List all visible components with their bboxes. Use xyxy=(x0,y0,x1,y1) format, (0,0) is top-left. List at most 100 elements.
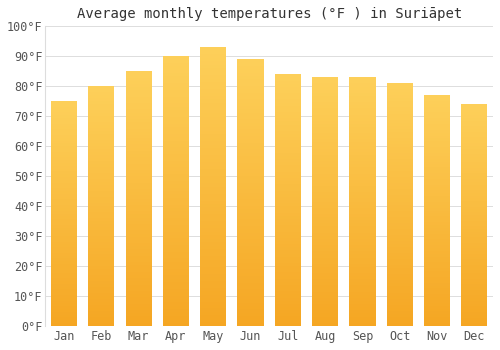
Bar xyxy=(275,144,301,147)
Bar xyxy=(88,152,115,155)
Bar xyxy=(88,227,115,230)
Bar xyxy=(350,108,376,111)
Bar xyxy=(126,116,152,119)
Bar xyxy=(312,226,338,230)
Bar xyxy=(312,301,338,304)
Bar xyxy=(424,159,450,161)
Bar xyxy=(88,293,115,296)
Bar xyxy=(312,133,338,136)
Bar xyxy=(238,119,264,122)
Bar xyxy=(51,281,77,284)
Bar xyxy=(386,168,413,171)
Bar xyxy=(238,126,264,129)
Bar xyxy=(350,189,376,192)
Bar xyxy=(350,301,376,304)
Bar xyxy=(200,208,226,211)
Bar xyxy=(238,256,264,259)
Bar xyxy=(126,205,152,208)
Bar xyxy=(200,103,226,106)
Bar xyxy=(200,138,226,141)
Bar xyxy=(163,191,189,195)
Bar xyxy=(51,267,77,270)
Bar xyxy=(200,322,226,326)
Bar xyxy=(200,120,226,124)
Bar xyxy=(238,246,264,249)
Bar xyxy=(51,186,77,188)
Bar xyxy=(312,279,338,282)
Bar xyxy=(350,77,376,80)
Bar xyxy=(386,162,413,165)
Bar xyxy=(350,146,376,149)
Bar xyxy=(386,238,413,241)
Bar xyxy=(88,290,115,293)
Bar xyxy=(275,222,301,225)
Bar xyxy=(424,260,450,262)
Bar xyxy=(163,86,189,90)
Bar xyxy=(88,89,115,92)
Bar xyxy=(424,188,450,190)
Bar xyxy=(126,100,152,103)
Bar xyxy=(462,281,487,284)
Bar xyxy=(424,245,450,248)
Bar xyxy=(200,263,226,267)
Bar xyxy=(424,300,450,303)
Bar xyxy=(350,286,376,289)
Bar xyxy=(312,189,338,192)
Bar xyxy=(88,218,115,221)
Bar xyxy=(275,118,301,121)
Bar xyxy=(350,155,376,158)
Bar xyxy=(275,288,301,291)
Bar xyxy=(386,323,413,326)
Bar xyxy=(51,118,77,121)
Bar xyxy=(462,104,487,107)
Bar xyxy=(126,215,152,218)
Bar xyxy=(275,241,301,244)
Bar xyxy=(88,86,115,89)
Bar xyxy=(275,77,301,80)
Bar xyxy=(88,194,115,197)
Bar xyxy=(163,150,189,154)
Bar xyxy=(200,225,226,228)
Bar xyxy=(424,297,450,300)
Bar xyxy=(312,124,338,127)
Bar xyxy=(51,295,77,298)
Bar xyxy=(424,257,450,260)
Bar xyxy=(238,176,264,179)
Bar xyxy=(238,103,264,106)
Bar xyxy=(163,184,189,188)
Bar xyxy=(350,183,376,186)
Bar xyxy=(312,248,338,251)
Bar xyxy=(163,268,189,272)
Bar xyxy=(386,138,413,141)
Bar xyxy=(275,93,301,96)
Bar xyxy=(163,70,189,73)
Bar xyxy=(126,230,152,233)
Bar xyxy=(238,302,264,306)
Bar xyxy=(163,222,189,225)
Bar xyxy=(200,117,226,120)
Bar xyxy=(462,129,487,132)
Bar xyxy=(51,211,77,214)
Bar xyxy=(200,267,226,270)
Bar xyxy=(424,193,450,196)
Bar xyxy=(275,140,301,143)
Bar xyxy=(51,219,77,222)
Bar xyxy=(350,80,376,83)
Bar xyxy=(163,218,189,222)
Bar xyxy=(200,249,226,253)
Bar xyxy=(88,185,115,188)
Bar xyxy=(386,195,413,198)
Bar xyxy=(200,155,226,159)
Bar xyxy=(200,305,226,308)
Bar xyxy=(163,137,189,140)
Bar xyxy=(350,251,376,254)
Bar xyxy=(350,121,376,124)
Bar xyxy=(51,197,77,199)
Bar xyxy=(312,108,338,111)
Bar xyxy=(163,124,189,127)
Bar xyxy=(350,226,376,230)
Bar xyxy=(51,166,77,169)
Bar xyxy=(126,135,152,138)
Bar xyxy=(462,254,487,257)
Bar xyxy=(424,323,450,326)
